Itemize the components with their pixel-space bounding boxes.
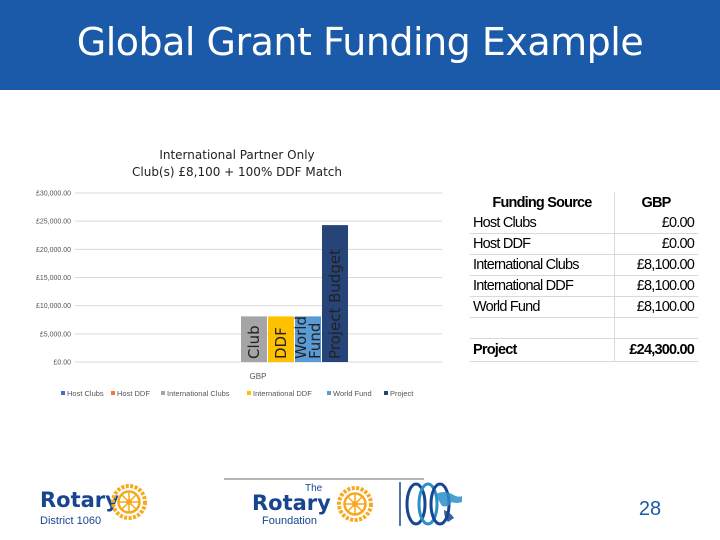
- legend-item: Host DDF: [111, 389, 150, 398]
- chart-gridlines: [75, 192, 442, 363]
- legend-swatch: [327, 391, 331, 395]
- district-sub-text: District 1060: [40, 515, 101, 527]
- title-bar: Global Grant Funding Example: [0, 0, 720, 90]
- emblem-ring: [405, 482, 427, 526]
- row-amount: £0.00: [614, 233, 698, 255]
- funding-chart: International Partner Only Club(s) £8,10…: [36, 148, 442, 398]
- legend-swatch: [61, 391, 65, 395]
- row-amount: £8,100.00: [614, 296, 698, 318]
- legend-item: International Clubs: [161, 389, 230, 398]
- legend-item: Project: [384, 389, 414, 398]
- bar-data-label: Club: [245, 325, 263, 359]
- y-tick-label: £30,000.00: [36, 191, 71, 198]
- legend-label: International DDF: [253, 389, 312, 398]
- centennial-globe-emblem: [399, 482, 462, 526]
- rotary-wheel-icon: [337, 486, 373, 522]
- district-brand-text: Rotary: [40, 488, 119, 512]
- row-amount: £0.00: [614, 213, 698, 234]
- y-tick-label: £15,000.00: [36, 275, 71, 282]
- legend-label: Host Clubs: [67, 389, 104, 398]
- chart-title-line-2: Club(s) £8,100 + 100% DDF Match: [132, 165, 342, 179]
- rotary-foundation-logo: The Rotary Foundation: [252, 483, 373, 527]
- bar-data-label: DDF: [272, 327, 290, 359]
- table-row-empty: [470, 317, 698, 339]
- table-row: International DDF £8,100.00: [470, 275, 698, 297]
- foundation-brand-text: Rotary: [252, 491, 331, 515]
- legend-item: International DDF: [247, 389, 312, 398]
- row-source: Host Clubs: [470, 213, 615, 234]
- footer-line: [224, 478, 424, 480]
- legend-label: International Clubs: [167, 389, 230, 398]
- bar-international-clubs: [241, 316, 267, 362]
- total-amount: £24,300.00: [614, 338, 698, 362]
- foundation-top-text: The: [305, 483, 323, 494]
- row-amount: £8,100.00: [614, 254, 698, 276]
- chart-y-axis: £0.00 £5,000.00 £10,000.00 £15,000.00 £20,00…: [36, 191, 71, 367]
- page-number: 28: [638, 498, 662, 520]
- rotary-wheel-icon: [111, 484, 147, 520]
- y-tick-label: £25,000.00: [36, 219, 71, 226]
- legend-swatch: [247, 391, 251, 395]
- bar-international-ddf: [268, 316, 294, 362]
- row-source: World Fund: [470, 296, 615, 318]
- row-amount: [614, 317, 698, 339]
- row-amount: £8,100.00: [614, 275, 698, 297]
- table-row: Host Clubs £0.00: [470, 213, 698, 234]
- table-row: Host DDF £0.00: [470, 233, 698, 255]
- rotary-district-logo: Rotary District 1060: [40, 484, 147, 527]
- table-total-row: Project £24,300.00: [470, 338, 698, 362]
- funding-table: Funding Source GBP Host Clubs £0.00 Host …: [470, 192, 698, 362]
- legend-swatch: [384, 391, 388, 395]
- legend-item: Host Clubs: [61, 389, 104, 398]
- row-source: [470, 317, 615, 339]
- header-gbp: GBP: [641, 194, 671, 211]
- table-row: World Fund £8,100.00: [470, 296, 698, 318]
- chart-title-line-1: International Partner Only: [159, 148, 314, 162]
- globe-map-icon: [436, 492, 462, 507]
- legend-item: World Fund: [327, 389, 372, 398]
- bar-world-fund: [295, 316, 321, 362]
- bar-project: [322, 225, 348, 362]
- x-category-label: GBP: [250, 372, 267, 381]
- bar-data-label: Fund: [306, 323, 324, 359]
- emblem-ring: [417, 482, 439, 526]
- foundation-sub-text: Foundation: [262, 515, 317, 527]
- y-tick-label: £5,000.00: [40, 331, 71, 338]
- chart-legend: Host Clubs Host DDF International Clubs Int…: [61, 389, 414, 398]
- legend-swatch: [161, 391, 165, 395]
- y-tick-label: £20,000.00: [36, 247, 71, 254]
- row-source: Host DDF: [470, 233, 615, 255]
- legend-label: Host DDF: [117, 389, 150, 398]
- table-row: International Clubs £8,100.00: [470, 254, 698, 276]
- bar-data-label: World: [292, 316, 310, 359]
- slide-title: Global Grant Funding Example: [76, 20, 644, 64]
- legend-label: Project: [390, 389, 414, 398]
- y-tick-label: £0.00: [53, 360, 71, 367]
- legend-label: World Fund: [333, 389, 372, 398]
- header-funding-source: Funding Source: [470, 192, 615, 213]
- bar-data-label: Project Budget: [326, 249, 344, 359]
- row-source: International Clubs: [470, 254, 615, 276]
- total-label: Project: [470, 338, 615, 362]
- y-tick-label: £10,000.00: [36, 303, 71, 310]
- row-source: International DDF: [470, 275, 615, 297]
- globe-map-icon: [444, 510, 454, 522]
- legend-swatch: [111, 391, 115, 395]
